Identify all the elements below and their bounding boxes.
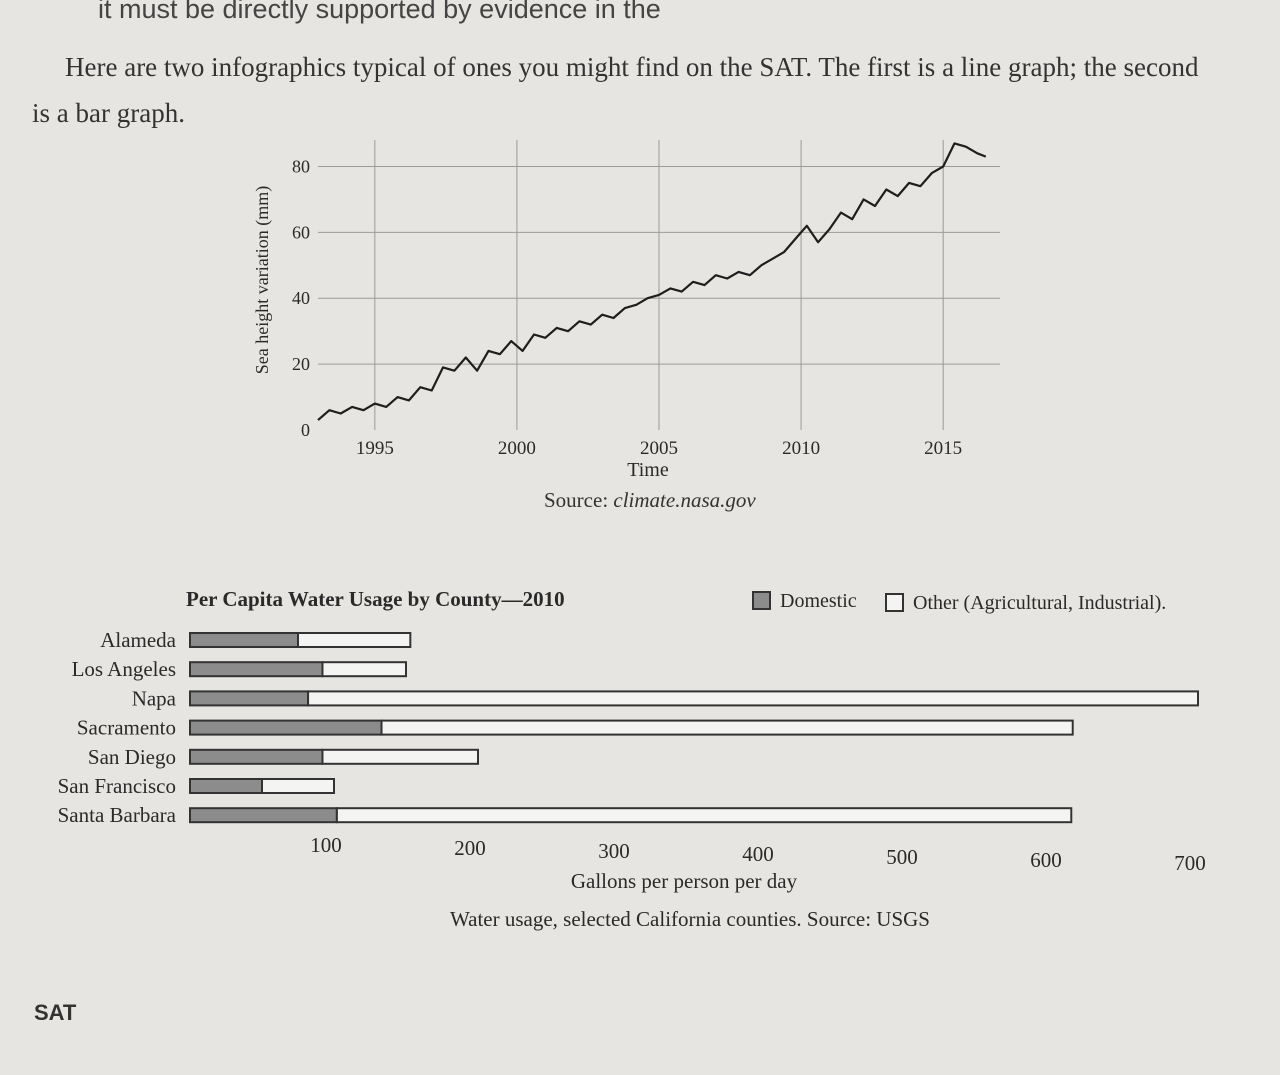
legend-label-other: Other (Agricultural, Industrial). [913,592,1166,614]
bar-chart-x-tick-label: 600 [1030,848,1062,872]
line-chart-y-tick-label: 80 [292,156,310,176]
line-chart-y-axis-label: Sea height variation (mm) [252,186,273,374]
bar-chart-x-tick-label: 700 [1174,851,1206,875]
bar-chart-x-tick-label: 100 [310,833,342,857]
line-chart-y-ticks: 0 20 40 60 80 [292,156,310,440]
bar-domestic [189,690,310,707]
bar-other [321,661,408,678]
bar-other [321,748,480,765]
legend-swatch-other [885,593,904,612]
sea-height-series [317,142,987,421]
sea-height-line-chart: 1995 2000 2005 2010 2015 0 20 40 60 80 Sea heigh… [252,140,1000,481]
line-chart-y-tick-label: 20 [292,354,310,374]
sea-height-line [317,142,987,421]
bar-domestic [189,719,383,736]
bar-other [380,719,1074,736]
line-chart-y-tick-label: 60 [292,222,310,242]
bar-chart-x-ticks: 100 200 300 400 500 600 700 [310,833,1206,875]
bar-category-label: Alameda [100,628,176,652]
bar-chart-legend: Domestic Other (Agricultural, Industrial… [752,590,1166,614]
line-chart-source: Source: climate.nasa.gov [544,488,756,513]
bar-category-label: Los Angeles [72,657,176,681]
bar-chart-rows: Alameda Los Angeles Napa Sacramento San Dieg… [58,628,1199,827]
line-chart-x-tick-label: 2015 [924,438,962,459]
line-chart-source-label: Source: [544,488,609,512]
bar-other [261,778,335,794]
line-chart-x-tick-label: 2000 [498,438,536,459]
bar-chart-x-tick-label: 500 [886,845,918,869]
line-chart-x-tick-label: 2010 [782,438,820,459]
line-chart-y-tick-label: 40 [292,288,310,308]
page-top-fragment: it must be directly supported by evidenc… [98,0,661,24]
water-usage-bar-chart: Per Capita Water Usage by County—2010 Do… [58,587,1206,931]
bar-other [335,807,1073,824]
line-chart-x-tick-label: 1995 [356,438,394,459]
bar-domestic [189,748,324,765]
line-chart-x-ticks: 1995 2000 2005 2010 2015 [356,438,962,459]
bar-category-label: San Francisco [58,774,176,798]
line-chart-x-axis-label: Time [627,459,669,481]
bar-chart-x-tick-label: 400 [742,842,774,866]
bar-other [297,632,412,648]
bar-category-label: Santa Barbara [58,803,177,827]
line-chart-x-tick-label: 2005 [640,438,678,459]
legend-swatch-domestic [752,591,771,610]
bar-domestic [189,778,263,794]
bar-chart-x-axis-label: Gallons per person per day [571,869,798,893]
intro-text: Here are two infographics typical of one… [32,52,1199,128]
bar-category-label: Sacramento [77,716,176,740]
line-chart-y-tick-label: 0 [301,420,310,440]
line-chart-gridlines [318,140,1000,430]
bar-domestic [189,632,299,648]
legend-label-domestic: Domestic [780,590,857,612]
bar-domestic [189,661,324,678]
bar-chart-title: Per Capita Water Usage by County—2010 [186,587,565,611]
intro-paragraph: Here are two infographics typical of one… [32,44,1222,136]
bar-chart-x-tick-label: 200 [454,836,486,860]
bar-domestic [189,807,338,824]
line-chart-source-site: climate.nasa.gov [613,488,756,512]
footer-sat-label: SAT [34,1000,77,1025]
bar-other [307,690,1199,707]
bar-chart-caption: Water usage, selected California countie… [450,907,930,931]
bar-category-label: San Diego [88,745,176,769]
bar-chart-x-tick-label: 300 [598,839,630,863]
bar-category-label: Napa [132,686,177,710]
